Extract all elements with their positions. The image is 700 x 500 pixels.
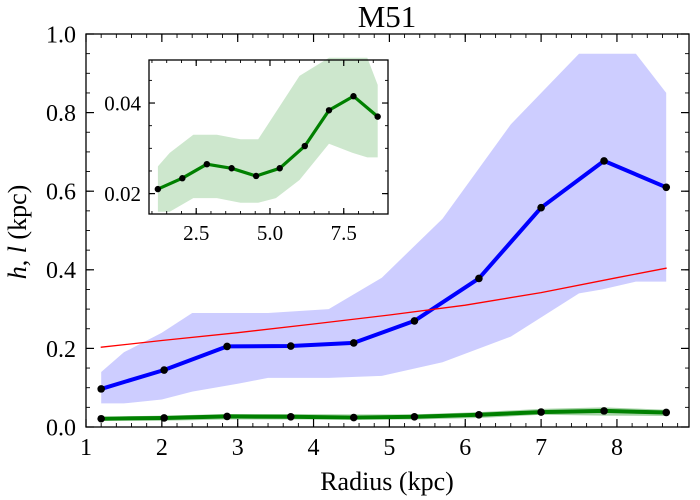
main-plot: 1 2 3 4 5 6 7 8 0.0 0.2 0.4 0.6 0.8 1.0 — [46, 22, 690, 461]
main-y-tick-label: 0.2 — [46, 337, 76, 363]
main-data-point-2-9 — [662, 408, 671, 417]
main-y-tick-label: 0.4 — [46, 258, 76, 284]
main-x-tick-label: 5 — [383, 435, 395, 461]
main-data-point-0-8 — [600, 157, 608, 165]
y-axis-label-symbol-h: h — [3, 266, 32, 279]
main-data-point-0-5 — [410, 317, 419, 325]
inset-axes-frame — [148, 59, 389, 215]
main-data-point-0-0 — [97, 385, 105, 393]
main-data-point-2-5 — [410, 412, 419, 421]
main-data-point-2-6 — [475, 411, 483, 419]
main-data-point-0-3 — [286, 342, 295, 350]
main-data-point-2-2 — [223, 412, 231, 421]
inset-y-tick-label: 0.04 — [104, 91, 141, 115]
inset-x-tick-label: 5.0 — [257, 221, 283, 245]
main-y-tick-label: 0.0 — [46, 415, 76, 441]
y-axis-label: h, l (kpc) — [3, 185, 32, 280]
main-data-point-0-9 — [662, 183, 671, 192]
main-data-point-0-4 — [349, 339, 358, 347]
main-data-point-0-6 — [475, 274, 483, 283]
x-axis-label: Radius (kpc) — [320, 467, 454, 496]
inset-data-point-0-3 — [228, 165, 235, 172]
main-data-point-2-7 — [537, 408, 545, 416]
y-axis-label-unit: (kpc) — [3, 185, 32, 246]
main-data-point-0-7 — [537, 203, 545, 212]
inset-data-point-0-4 — [252, 172, 260, 180]
main-series-line-2 — [99, 408, 669, 421]
inset-data-point-0-8 — [350, 93, 357, 100]
chart-title: M51 — [358, 0, 417, 34]
main-x-tick-label: 1 — [80, 435, 92, 461]
main-series-line-1 — [100, 267, 667, 348]
inset-data-point-0-9 — [374, 113, 381, 120]
main-band-0 — [101, 53, 667, 404]
inset-data-point-0-5 — [276, 165, 283, 172]
inset-band-0 — [157, 57, 378, 212]
main-data-point-2-0 — [97, 414, 105, 423]
main-data-point-2-3 — [286, 412, 295, 421]
main-x-tick-label: 2 — [156, 435, 168, 461]
main-x-tick-label: 7 — [535, 435, 547, 461]
inset-y-tick-label: 0.02 — [104, 182, 141, 206]
main-y-tick-label: 0.8 — [46, 101, 76, 127]
main-y-tick-label: 0.6 — [46, 180, 76, 206]
inset-data-point-0-2 — [203, 160, 211, 168]
inset-data-point-0-1 — [179, 175, 186, 182]
inset-data-point-0-0 — [154, 185, 162, 193]
inset-data-point-0-7 — [325, 107, 333, 114]
main-data-point-0-2 — [223, 342, 231, 351]
inset-data-point-0-6 — [301, 142, 308, 150]
inset-x-tick-label: 7.5 — [331, 221, 357, 245]
main-x-tick-label: 6 — [459, 435, 471, 461]
main-data-point-2-4 — [349, 413, 358, 422]
y-axis-label-sep: , — [3, 253, 32, 266]
main-data-point-0-1 — [160, 366, 168, 374]
main-x-tick-label: 8 — [611, 435, 623, 461]
main-data-point-2-8 — [600, 407, 608, 415]
main-x-tick-label: 4 — [308, 435, 320, 461]
main-x-tick-label: 3 — [232, 435, 244, 461]
inset-x-tick-label: 2.5 — [183, 221, 209, 245]
main-series-line-0 — [99, 158, 669, 391]
inset-plot: 2.5 5.0 7.5 0.02 0.04 — [104, 57, 389, 245]
inset-series-line-0 — [156, 94, 380, 191]
y-axis-label-symbol-l: l — [3, 246, 32, 253]
main-y-tick-label: 1.0 — [46, 22, 76, 48]
